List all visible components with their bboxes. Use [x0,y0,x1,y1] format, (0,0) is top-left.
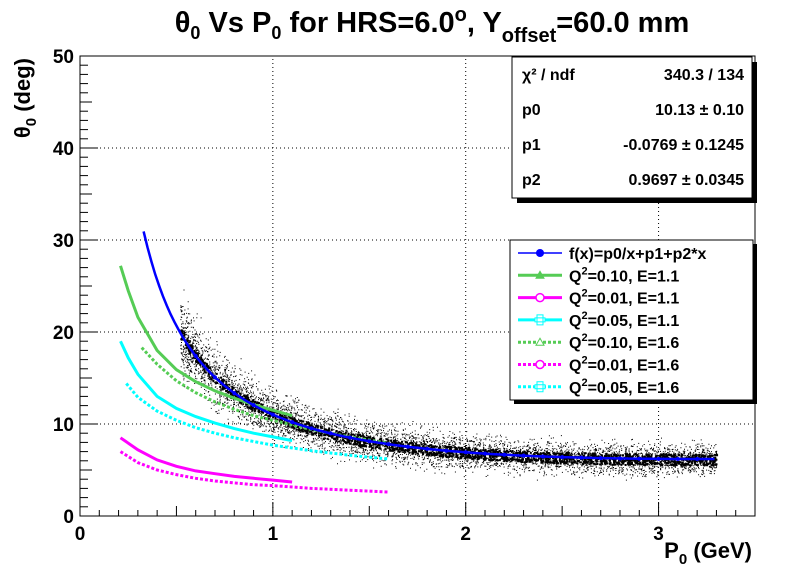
fit-point [309,426,314,431]
fit-point [386,442,391,447]
stats-box: χ² / ndf 340.3 / 134 p0 10.13 ± 0.10 p1 -0.07… [511,56,757,203]
legend-marker [535,270,545,279]
title-offset-sub: offset [502,25,557,47]
legend-marker [535,359,545,370]
fit-point [270,412,275,417]
legend-label: Q2=0.05, E=1.1 [569,310,679,330]
series-line-4 [119,450,389,494]
stats-label: p2 [522,172,541,189]
legend-label: f(x)=p0/x+p1+p2*x [569,246,707,263]
y-tick-label: 0 [63,507,74,528]
legend-marker [535,337,545,346]
x-tick-label: 2 [460,524,471,545]
fit-point [251,403,256,408]
legend-marker [536,249,544,257]
stats-value: -0.0769 ± 0.1245 [623,137,744,154]
grid [80,56,755,516]
fit-point [502,452,507,457]
axis-ticks [79,55,756,517]
fit-point [425,446,430,451]
title-p-sub: 0 [271,23,281,43]
fit-point [540,454,545,459]
legend-marker [534,381,546,393]
legend-label: Q2=0.01, E=1.1 [569,288,679,308]
fit-point [675,456,680,461]
series-line-1 [119,436,293,484]
y-axis-label: θ0 (deg) [10,58,40,138]
x-axis-label: P0 (GeV) [664,538,752,568]
series-line-5 [125,382,389,461]
fit-point [579,455,584,460]
series-layer [119,265,389,494]
title-mm: =60.0 mm [556,7,689,39]
y-tick-labels: 0 10 20 30 40 50 [53,47,74,528]
fit-point [213,375,217,380]
legend: f(x)=p0/x+p1+p2*x Q2=0.10, E=1.1 Q2=0.01, … [509,239,757,404]
stats-value: 0.9697 ± 0.0345 [628,172,744,189]
stats-value: 10.13 ± 0.10 [655,102,744,119]
scatter-cloud [180,289,719,481]
fit-point [444,448,449,453]
scatter-dense-core [180,329,719,467]
title-y: , Y [467,7,502,39]
fit-point [637,456,642,461]
x-tick-label: 1 [268,524,279,545]
legend-label: Q2=0.01, E=1.6 [569,355,679,375]
x-tick-label: 3 [653,524,664,545]
fit-point [367,439,372,444]
legend-label: Q2=0.10, E=1.1 [569,265,679,285]
fit-point [656,456,661,461]
stats-label: p0 [522,102,541,119]
y-axis-unit: (deg) [10,58,35,118]
fit-point [193,354,198,359]
y-axis-theta-sub: 0 [23,118,40,126]
stats-label: χ² / ndf [522,67,575,84]
legend-label: Q2=0.10, E=1.6 [569,332,679,352]
fit-point [348,435,352,440]
fit-point [618,456,622,461]
title-deg-sup: o [455,4,467,26]
y-axis-theta: θ [10,126,35,138]
fit-point [232,391,237,396]
x-tick-labels: 0 1 2 3 [75,524,664,545]
chart-title: θ0 Vs P0 for HRS=6.0o, Yoffset=60.0 mm [175,4,690,47]
x-tick-label: 0 [75,524,86,545]
scatter-points [180,289,718,481]
fit-point [463,450,468,455]
title-vs-p: Vs P [200,7,271,39]
fit-layer [142,231,715,462]
legend-label: Q2=0.05, E=1.6 [569,377,679,397]
fit-point [405,444,410,449]
legend-marker [535,292,545,303]
series-line-2 [119,340,293,443]
stats-rows: χ² / ndf 340.3 / 134 p0 10.13 ± 0.10 p1 -0.07… [522,67,744,189]
fit-point [483,451,487,456]
title-theta: θ [175,7,191,39]
fit-point [328,431,333,436]
x-axis-unit: (GeV) [687,538,752,563]
y-tick-label: 40 [53,139,74,160]
fit-point [598,456,603,461]
fit-point [560,455,565,460]
legend-rows: f(x)=p0/x+p1+p2*x Q2=0.10, E=1.1 Q2=0.01, … [518,246,707,397]
x-axis-p-sub: 0 [679,551,687,568]
y-tick-label: 30 [53,231,74,252]
title-hrs: for HRS=6.0 [281,7,454,39]
stats-value: 340.3 / 134 [664,67,744,84]
stats-label: p1 [522,137,541,154]
x-axis-p: P [664,538,679,563]
fit-point [290,420,295,425]
y-tick-label: 50 [53,47,74,68]
title-theta-sub: 0 [190,23,200,43]
series-line-0 [119,265,293,418]
y-tick-label: 20 [53,323,74,344]
y-tick-label: 10 [53,415,74,436]
legend-marker [534,314,546,326]
fit-point [695,457,700,462]
fit-point [521,453,526,458]
